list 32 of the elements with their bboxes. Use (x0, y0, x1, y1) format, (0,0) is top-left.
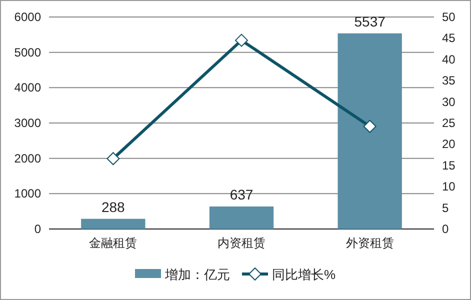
y2-tick-label: 5 (442, 200, 449, 215)
y2-tick-label: 20 (442, 137, 456, 152)
y2-tick-label: 10 (442, 180, 456, 194)
x-tick-label: 金融租赁 (89, 236, 138, 250)
y2-tick-label: 45 (442, 31, 456, 46)
data-label: 637 (230, 186, 254, 202)
y-tick-label: 6000 (14, 10, 42, 24)
data-label: 5537 (354, 13, 386, 30)
legend-label: 增加：亿元 (164, 267, 230, 282)
y2-tick-label: 40 (442, 52, 456, 66)
bar (209, 206, 274, 229)
point (363, 120, 376, 133)
y2-tick-label: 15 (442, 158, 456, 172)
y-tick-label: 1000 (14, 186, 42, 201)
x-tick-label: 内资租赁 (218, 236, 266, 250)
y2-tick-label: 35 (442, 74, 456, 88)
legend-label: 同比增长% (272, 267, 336, 282)
y-tick-label: 2000 (14, 151, 42, 166)
y2-tick-label: 0 (442, 222, 449, 236)
x-tick-label: 外资租赁 (346, 236, 394, 250)
y2-tick-label: 25 (442, 116, 456, 130)
y-tick-label: 5000 (14, 45, 42, 60)
bar (338, 33, 402, 229)
point (106, 152, 120, 166)
y-tick-label: 0 (34, 222, 42, 236)
data-label: 288 (101, 198, 126, 215)
y2-tick-label: 30 (442, 94, 456, 109)
y2-tick-label: 50 (442, 10, 456, 24)
point (235, 34, 248, 47)
y-tick-label: 3000 (14, 116, 42, 130)
bar (81, 218, 146, 229)
y-tick-label: 4000 (14, 80, 42, 95)
